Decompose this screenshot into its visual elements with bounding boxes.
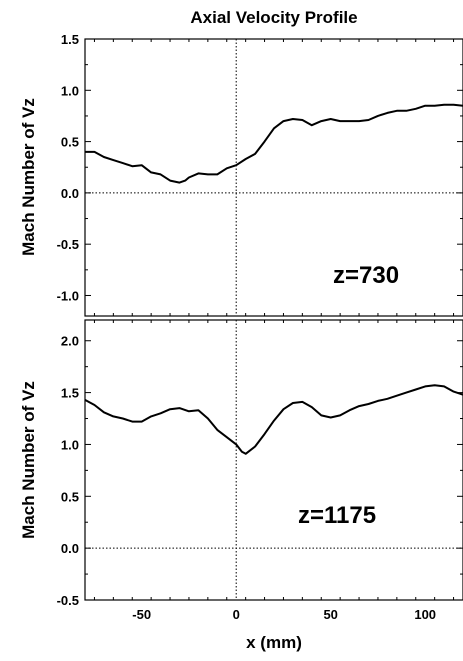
top-panel-annotation: z=730 (333, 262, 399, 289)
y-tick-label: 1.5 (61, 386, 79, 401)
y-tick-label: 1.0 (61, 83, 79, 98)
series-line (85, 103, 463, 184)
bottom-panel-x-axis: -50 0 50 100 (93, 320, 455, 622)
y-tick-label: 1.0 (61, 437, 79, 452)
bottom-panel: -0.5 0.0 0.5 1.0 1.5 2.0 -50 0 50 100 z=1175 Mac… (19, 319, 463, 652)
y-tick-label: 2.0 (61, 334, 79, 349)
x-axis-label: x (mm) (246, 633, 302, 652)
bottom-panel-y-axis: -0.5 0.0 0.5 1.0 1.5 2.0 (57, 334, 463, 608)
y-tick-label: -1.0 (57, 288, 79, 303)
x-tick-label: -50 (132, 607, 151, 622)
top-panel-series (85, 103, 463, 184)
bottom-panel-reference-lines (85, 320, 463, 600)
y-tick-label: 0.0 (61, 541, 79, 556)
top-panel: -1.0 -0.5 0.0 0.5 1.0 1.5 z=730 Mach Number o… (19, 32, 463, 317)
y-tick-label: 1.5 (61, 32, 79, 47)
y-tick-label: 0.0 (61, 186, 79, 201)
top-panel-y-axis: -1.0 -0.5 0.0 0.5 1.0 1.5 (57, 32, 463, 303)
series-line (84, 384, 463, 455)
top-panel-x-axis (93, 39, 455, 316)
x-tick-label: 0 (233, 607, 240, 622)
y-tick-label: 0.5 (61, 489, 79, 504)
top-panel-y-axis-label: Mach Number of Vz (19, 98, 38, 256)
y-tick-label: -0.5 (57, 237, 79, 252)
chart-title: Axial Velocity Profile (190, 8, 357, 27)
x-tick-label: 100 (414, 607, 436, 622)
bottom-panel-y-axis-label: Mach Number of Vz (19, 381, 38, 539)
x-tick-label: 50 (323, 607, 337, 622)
bottom-panel-annotation: z=1175 (298, 502, 376, 529)
y-tick-label: -0.5 (57, 593, 79, 608)
bottom-panel-series (84, 384, 463, 455)
y-tick-label: 0.5 (61, 135, 79, 150)
bottom-panel-frame (84, 319, 463, 601)
top-panel-frame (84, 38, 463, 317)
top-panel-reference-lines (85, 39, 463, 316)
